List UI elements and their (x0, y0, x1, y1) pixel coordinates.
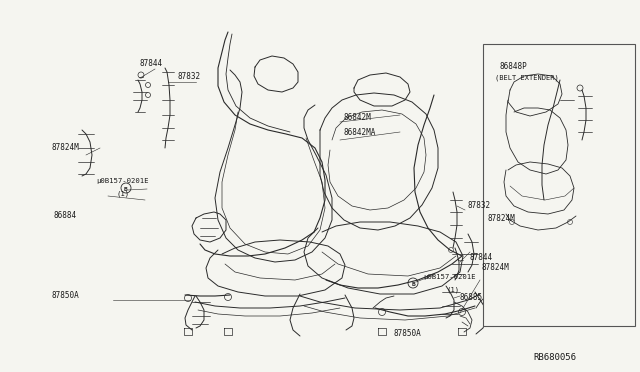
Text: 87832: 87832 (467, 201, 490, 209)
Bar (483, 44, 635, 326)
Text: 87824M: 87824M (481, 263, 509, 272)
Text: B: B (411, 282, 415, 286)
Text: 87844: 87844 (470, 253, 493, 263)
Text: 87824M: 87824M (52, 142, 80, 151)
Text: 87824M: 87824M (487, 214, 515, 222)
Text: µ0B157-0201E: µ0B157-0201E (96, 178, 148, 184)
Text: (BELT EXTENDER): (BELT EXTENDER) (495, 75, 559, 81)
Text: 86885: 86885 (460, 294, 483, 302)
Text: 87850A: 87850A (51, 291, 79, 299)
Text: (1): (1) (447, 287, 460, 293)
Text: 86848P: 86848P (499, 61, 527, 71)
Text: 86842M: 86842M (343, 112, 371, 122)
Text: (1): (1) (117, 191, 130, 197)
Text: µ0B157-0201E: µ0B157-0201E (423, 274, 476, 280)
Text: 86842MA: 86842MA (343, 128, 376, 137)
Text: B: B (124, 186, 128, 192)
Text: 87850A: 87850A (393, 328, 420, 337)
Text: 86884: 86884 (54, 211, 77, 219)
Text: 87844: 87844 (139, 58, 162, 67)
Text: RB680056: RB680056 (533, 353, 576, 362)
Text: 87832: 87832 (178, 71, 201, 80)
